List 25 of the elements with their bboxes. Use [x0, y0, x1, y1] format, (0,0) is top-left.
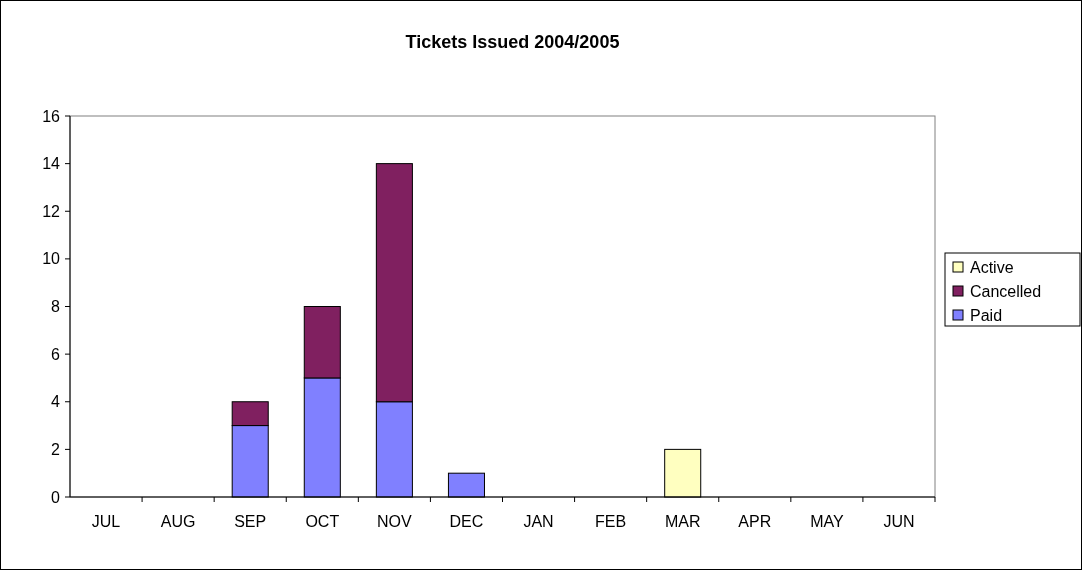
- x-tick-label: MAY: [810, 513, 844, 530]
- y-tick-label: 6: [51, 345, 61, 363]
- x-tick-label: SEP: [234, 513, 267, 530]
- x-tick-label: JAN: [523, 513, 554, 530]
- y-tick-label: 2: [51, 440, 61, 458]
- x-tick-label: MAR: [664, 513, 701, 530]
- y-tick-label: 14: [42, 155, 61, 173]
- x-tick-label: AUG: [160, 513, 196, 530]
- y-tick-label: 10: [42, 250, 61, 268]
- chart-title: Tickets Issued 2004/2005: [405, 32, 620, 52]
- y-tick-label: 12: [42, 202, 61, 220]
- x-tick-label: NOV: [377, 513, 413, 530]
- x-tick-label: FEB: [595, 513, 627, 530]
- x-tick-label: JUL: [91, 513, 121, 530]
- legend-label: Paid: [970, 306, 1003, 324]
- legend-label: Cancelled: [970, 282, 1042, 300]
- x-tick-label: APR: [738, 513, 772, 530]
- y-tick-label: 4: [51, 393, 61, 411]
- x-tick-label: OCT: [305, 513, 340, 530]
- y-tick-label: 8: [51, 298, 61, 316]
- y-tick-label: 0: [51, 488, 61, 506]
- x-tick-label: DEC: [449, 513, 484, 530]
- legend-label: Active: [970, 258, 1014, 276]
- x-tick-label: JUN: [883, 513, 915, 530]
- y-tick-label: 16: [42, 107, 61, 125]
